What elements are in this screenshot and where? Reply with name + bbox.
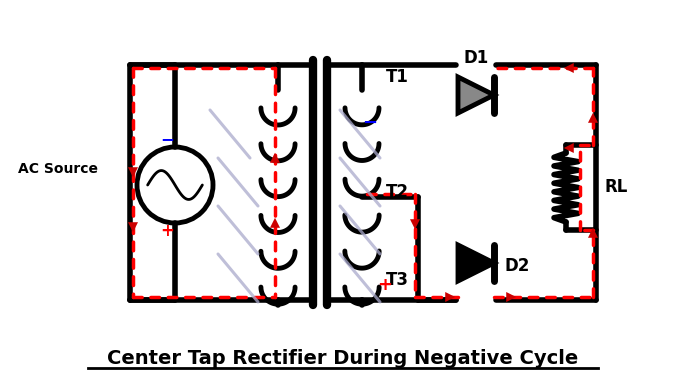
- Text: +: +: [377, 276, 392, 294]
- Text: D2: D2: [504, 257, 530, 275]
- Polygon shape: [458, 245, 494, 281]
- Text: D1: D1: [463, 49, 488, 67]
- Text: −: −: [362, 114, 377, 132]
- Text: T2: T2: [386, 183, 409, 201]
- Polygon shape: [458, 77, 494, 113]
- Text: RL: RL: [604, 179, 628, 197]
- Text: T1: T1: [386, 68, 409, 86]
- Text: −: −: [160, 130, 174, 148]
- Text: AC Source: AC Source: [18, 162, 98, 176]
- Text: +: +: [160, 222, 174, 240]
- Text: T3: T3: [386, 271, 409, 289]
- Text: Center Tap Rectifier During Negative Cycle: Center Tap Rectifier During Negative Cyc…: [108, 348, 578, 367]
